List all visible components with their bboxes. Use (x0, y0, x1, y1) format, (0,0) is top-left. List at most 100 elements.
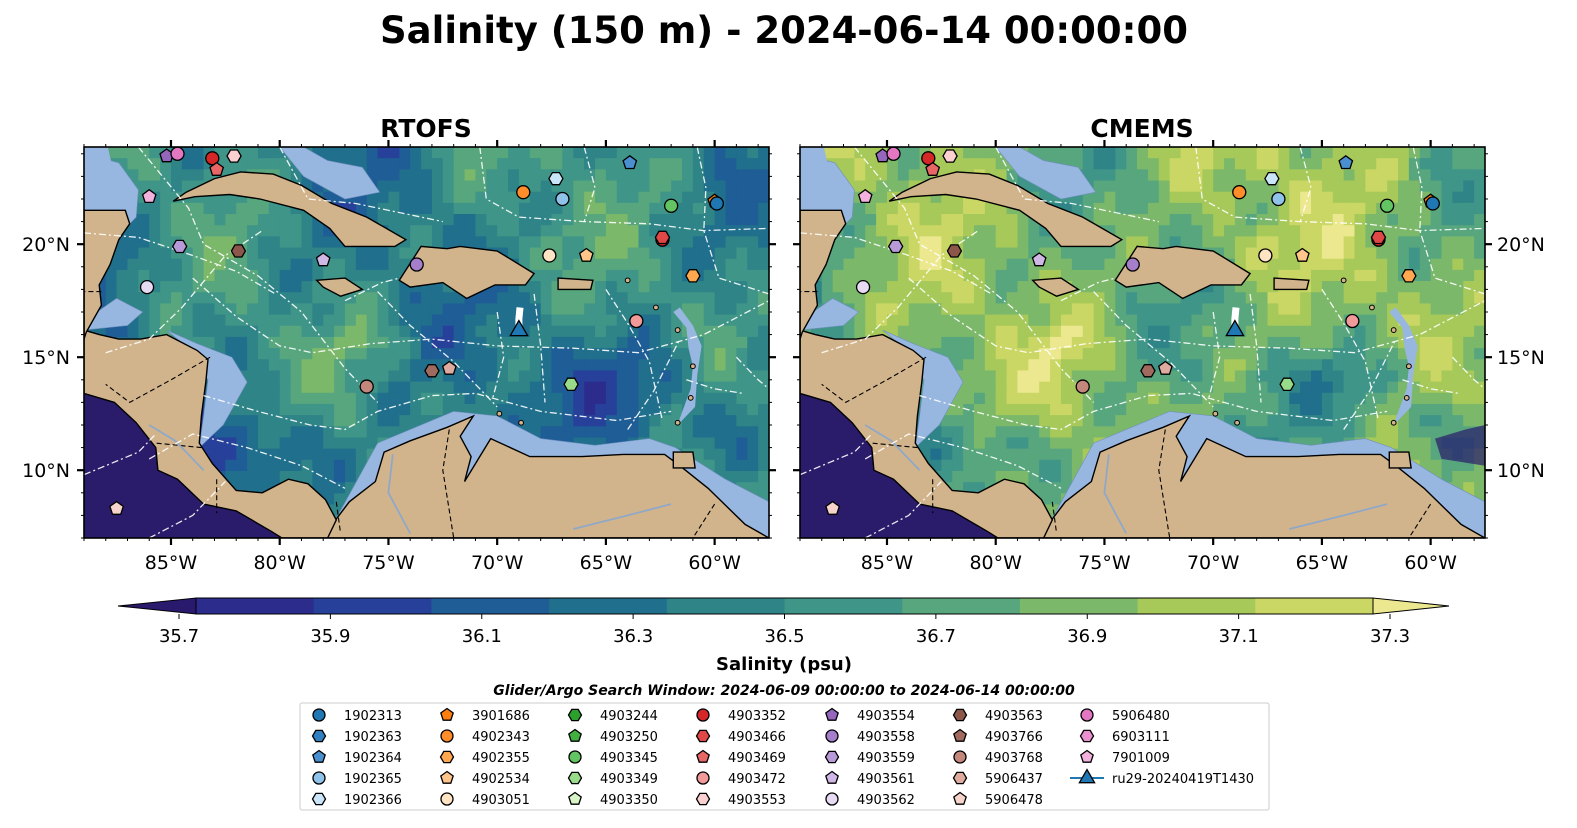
colorbar-segment (1137, 598, 1256, 614)
legend-label: 4903766 (985, 730, 1043, 745)
legend-marker (1079, 729, 1095, 743)
map-clip-group (84, 147, 769, 538)
legend-marker (311, 729, 327, 743)
legend-label: 1902365 (344, 772, 402, 787)
small-island (1390, 419, 1397, 426)
legend-label: 4903352 (728, 709, 786, 724)
small-island (624, 277, 631, 284)
cmems-panel: CMEMS 85°W 80°W 75°W 70°W 65°W 60°W 10°N 15°N 20… (793, 114, 1545, 574)
maritime-boundary (279, 147, 443, 223)
cuba-land (172, 171, 408, 248)
river (387, 454, 411, 534)
argo-float-marker (1345, 313, 1360, 329)
legend-label: 4903349 (600, 772, 658, 787)
small-island (1212, 410, 1219, 417)
argo-float-marker (1425, 196, 1440, 211)
legend-label: 4903250 (600, 730, 658, 745)
lon-tick-label: 75°W (362, 552, 415, 574)
country-border (1408, 503, 1432, 538)
lat-tick-label: 15°N (1497, 347, 1545, 369)
legend-marker (825, 770, 839, 784)
gulf-shelf (800, 147, 831, 208)
maritime-boundary (605, 289, 664, 421)
legend-marker (952, 771, 968, 785)
argo-float-marker (925, 161, 941, 176)
maritime-boundary (1343, 338, 1397, 430)
argo-float-marker (359, 379, 374, 394)
argo-float-marker (946, 244, 963, 258)
maritime-boundary (203, 392, 672, 431)
small-island (674, 419, 681, 426)
argo-float-marker (1258, 248, 1273, 263)
colorbar-segment (549, 598, 668, 614)
search-window-text: Glider/Argo Search Window: 2024-06-09 00… (493, 683, 1075, 699)
maritime-boundary (377, 291, 498, 408)
cuba-land (888, 171, 1124, 248)
river (148, 424, 205, 471)
argo-float-marker (578, 247, 594, 262)
maritime-boundary (800, 433, 873, 476)
legend-marker (696, 771, 710, 785)
cmems-panel-title: CMEMS (1090, 114, 1193, 143)
lat-tick-label: 10°N (1497, 460, 1545, 482)
puerto-rico-land (1273, 277, 1310, 291)
lat-tick-label: 20°N (1497, 234, 1545, 256)
maritime-boundary (533, 293, 546, 403)
legend-marker (440, 792, 454, 806)
small-island (1405, 363, 1412, 370)
legend-label: 4903561 (857, 772, 915, 787)
lat-tick-label: 15°N (22, 347, 70, 369)
colorbar-segment (313, 598, 432, 614)
argo-float-marker (205, 151, 220, 166)
jamaica-land (1031, 277, 1080, 297)
legend-label: ru29-20240419T1430 (1112, 772, 1254, 787)
colorbar-tick-label: 36.3 (613, 626, 653, 647)
glider-marker (1225, 319, 1245, 337)
argo-float-marker (1401, 269, 1417, 283)
argo-float-marker (548, 171, 564, 186)
legend-marker (696, 708, 710, 722)
argo-float-marker (226, 149, 242, 163)
argo-float-marker (857, 188, 873, 204)
maritime-boundary (735, 356, 769, 390)
argo-float-marker (622, 154, 638, 170)
cmems-axis-ticks: 85°W 80°W 75°W 70°W 65°W 60°W 10°N 15°N 20°N (793, 140, 1545, 574)
colorbar-tick-label: 37.3 (1370, 626, 1410, 647)
legend-label: 4903563 (985, 709, 1043, 724)
maritime-boundary (1299, 147, 1312, 222)
maritime-boundary (919, 392, 1388, 431)
maritime-boundary (1412, 147, 1485, 295)
argo-float-marker (1157, 360, 1173, 375)
argo-float-marker (1271, 191, 1286, 207)
legend-marker (440, 729, 454, 743)
yucatan-land (800, 209, 847, 340)
rtofs-panel-title: RTOFS (380, 114, 472, 143)
colorbar-tick-label: 36.9 (1067, 626, 1107, 647)
colorbar-extend-max (1372, 597, 1450, 615)
legend-label: 1902364 (344, 751, 402, 766)
country-border (692, 503, 716, 538)
colorbar-segment (431, 598, 550, 614)
small-island (1340, 277, 1347, 284)
colorbar-segment (902, 598, 1021, 614)
argo-float-marker (663, 198, 679, 213)
legend-marker (440, 770, 454, 784)
colorbar: 35.7 35.9 36.1 36.3 36.5 36.7 36.9 37.1 37.3 (117, 597, 1450, 647)
argo-float-marker (424, 364, 440, 378)
lat-tick-label: 20°N (22, 234, 70, 256)
argo-float-marker (209, 161, 225, 176)
country-border (335, 501, 342, 534)
yucatan-land (84, 209, 131, 340)
argo-float-marker (1140, 364, 1156, 378)
argo-float-marker (685, 269, 701, 283)
jamaica-land (315, 277, 364, 297)
atlantic-low-salinity (1435, 425, 1485, 466)
argo-float-marker (1075, 379, 1090, 394)
legend-marker (568, 750, 582, 764)
legend-label: 5906478 (985, 793, 1043, 808)
maritime-boundary (908, 277, 1485, 354)
legend-marker (824, 750, 840, 764)
legend-marker (696, 749, 710, 763)
colorbar-segment (666, 598, 785, 614)
